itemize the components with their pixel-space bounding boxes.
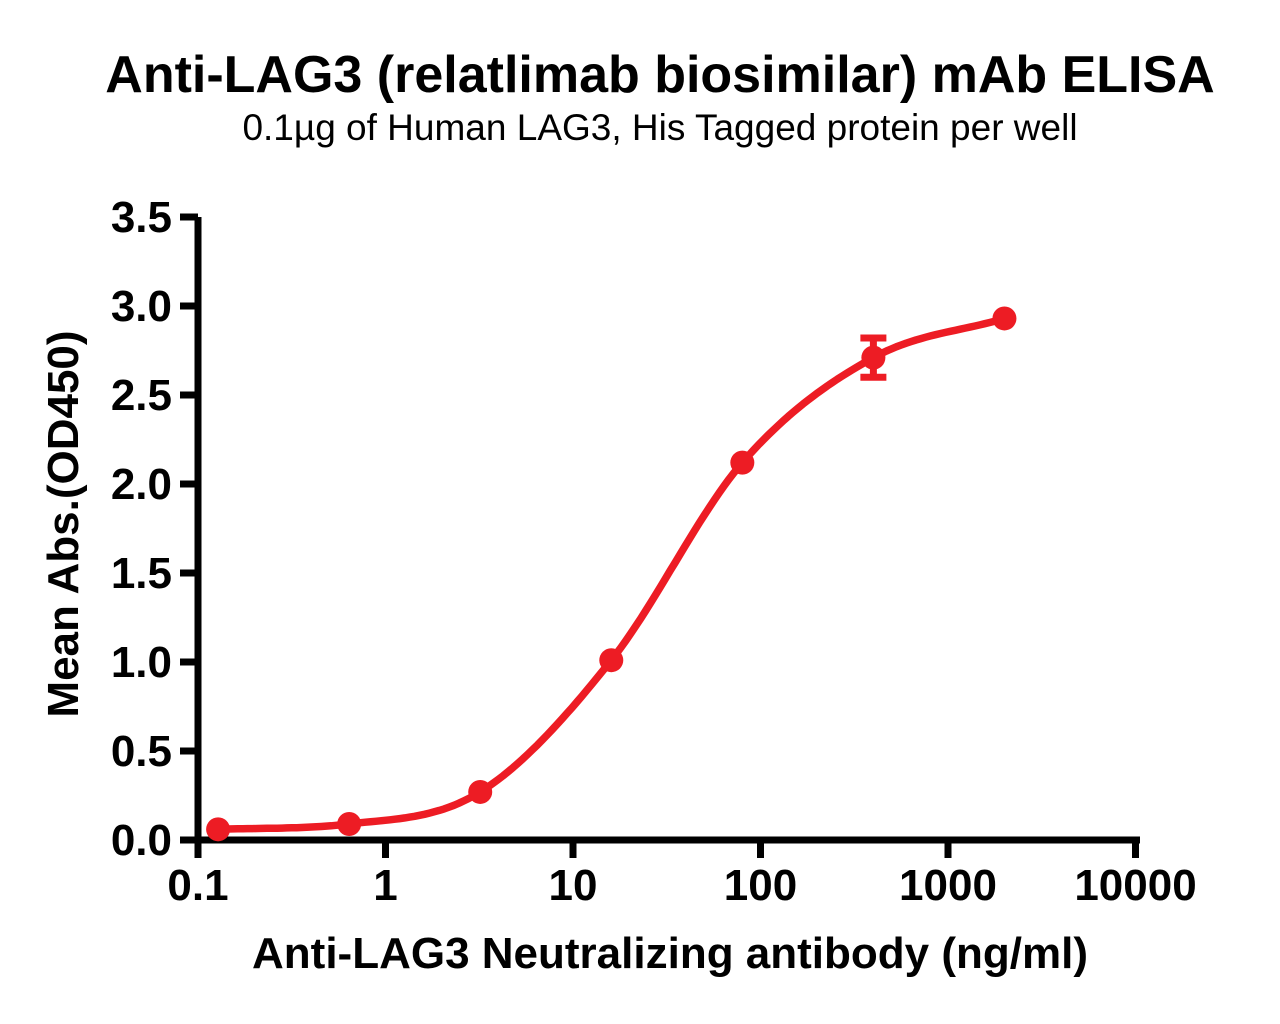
y-tick-label: 3.5 [111,193,172,242]
y-tick-label: 0.0 [111,816,172,865]
x-tick-label: 0.1 [167,861,228,910]
data-point [337,811,362,836]
chart-subtitle: 0.1µg of Human LAG3, His Tagged protein … [242,107,1078,148]
y-tick-label: 2.0 [111,460,172,509]
x-tick-label: 10000 [1074,861,1196,910]
fit-curve [214,314,1009,834]
x-axis-label: Anti-LAG3 Neutralizing antibody (ng/ml) [252,929,1088,978]
data-point [599,648,624,673]
chart-title: Anti-LAG3 (relatlimab biosimilar) mAb EL… [105,46,1215,104]
y-tick-label: 0.5 [111,727,172,776]
x-tick-label: 1000 [899,861,997,910]
y-tick-label: 2.5 [111,371,172,420]
data-point [992,306,1017,331]
x-tick-label: 1 [373,861,397,910]
data-point [468,779,493,804]
x-tick-label: 10 [549,861,598,910]
data-point [730,450,755,475]
data-point [206,817,231,842]
data-point [861,345,886,370]
x-tick-label: 100 [724,861,797,910]
y-tick-label: 1.0 [111,638,172,687]
y-tick-label: 1.5 [111,549,172,598]
y-tick-label: 3.0 [111,282,172,331]
